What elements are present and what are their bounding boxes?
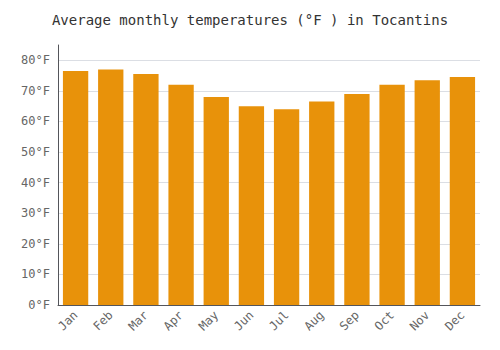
svg-text:Average monthly temperatures (: Average monthly temperatures (°F ) in To… — [52, 12, 448, 28]
svg-text:Nov: Nov — [407, 308, 432, 333]
svg-text:30°F: 30°F — [21, 206, 50, 220]
svg-text:Oct: Oct — [372, 308, 397, 333]
svg-text:Aug: Aug — [301, 308, 326, 333]
svg-text:Sep: Sep — [337, 308, 362, 333]
svg-text:0°F: 0°F — [28, 298, 50, 312]
svg-text:70°F: 70°F — [21, 84, 50, 98]
svg-text:10°F: 10°F — [21, 267, 50, 281]
svg-text:Jan: Jan — [55, 308, 80, 333]
svg-text:20°F: 20°F — [21, 237, 50, 251]
svg-text:50°F: 50°F — [21, 145, 50, 159]
svg-text:Apr: Apr — [161, 308, 186, 333]
svg-text:Mar: Mar — [126, 308, 151, 333]
svg-text:80°F: 80°F — [21, 53, 50, 67]
svg-text:Dec: Dec — [442, 308, 467, 333]
svg-text:60°F: 60°F — [21, 114, 50, 128]
svg-text:40°F: 40°F — [21, 176, 50, 190]
svg-text:Feb: Feb — [90, 308, 115, 333]
svg-text:Jul: Jul — [266, 308, 291, 333]
svg-text:Jun: Jun — [231, 308, 256, 333]
svg-text:May: May — [196, 308, 221, 333]
